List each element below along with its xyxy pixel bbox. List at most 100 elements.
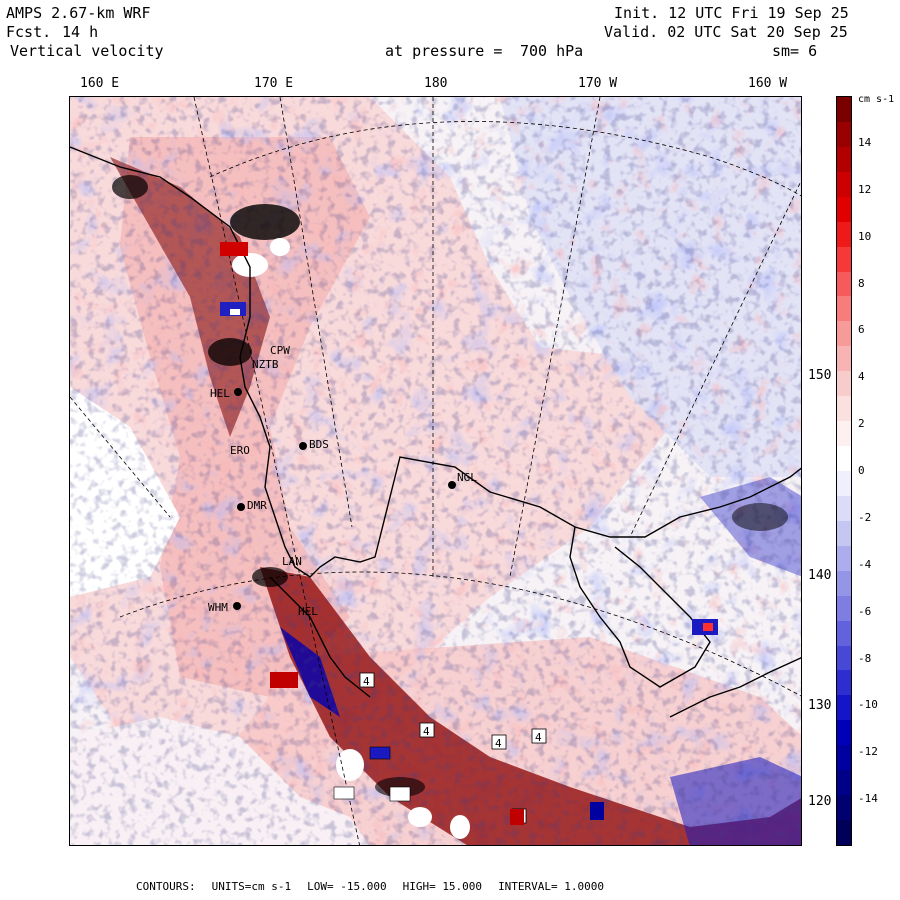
colorbar-segment: [837, 446, 851, 472]
colorbar-tick-label: -6: [858, 604, 872, 618]
contours-label: CONTOURS:: [136, 880, 196, 893]
station-nztb[interactable]: NZTB: [252, 358, 279, 371]
colorbar-segment: [837, 171, 851, 198]
station-lan-label[interactable]: LAN: [282, 555, 302, 568]
colorbar-segment: [837, 97, 851, 123]
station-whm-label[interactable]: WHM: [208, 601, 228, 614]
dense-contour-clusters: [112, 175, 788, 797]
meridian-170e: [193, 97, 360, 845]
colorbar-segment: [837, 795, 851, 821]
colorbar-segment: [837, 670, 851, 696]
colorbar-segment: [837, 221, 851, 248]
colorbar-tick-label: 8: [858, 276, 865, 290]
colorbar-segment: [837, 471, 851, 497]
contour-texture: [70, 97, 801, 845]
colorbar-segment: [837, 645, 851, 671]
colorbar-tick-label: 6: [858, 323, 865, 337]
meridian-175e: [279, 97, 353, 528]
model-title: AMPS 2.67-km WRF: [6, 4, 151, 22]
station-hel2-label[interactable]: HEL: [298, 605, 318, 618]
units-label: UNITS=cm s-1: [211, 880, 292, 893]
colorbar-segment: [837, 595, 851, 622]
station-ngl-dot[interactable]: [448, 481, 456, 489]
colorbar-tick-label: -2: [858, 510, 872, 524]
field-name: Vertical velocity: [10, 42, 164, 60]
pressure-label: at pressure =: [385, 42, 503, 60]
station-ngl-label[interactable]: NGL: [457, 471, 477, 484]
colorbar-segment: [837, 745, 851, 771]
color-bar: [836, 96, 852, 846]
coastline: [70, 146, 801, 718]
forecast-value: 14 h: [62, 23, 99, 41]
colorbar-segment: [837, 620, 851, 647]
contour-value-boxes: 4 4 4 4 4: [220, 242, 718, 825]
svg-text:4: 4: [495, 737, 502, 750]
colorbar-tick-label: 14: [858, 135, 872, 149]
interval-label: INTERVAL= 1.0000: [498, 880, 605, 893]
station-dmr-label[interactable]: DMR: [247, 499, 267, 512]
low-label: LOW= -15.000: [307, 880, 387, 893]
station-bds-label[interactable]: BDS: [309, 438, 329, 451]
vertical-velocity-field: 4 4 4 4 4: [70, 97, 801, 845]
colorbar-tick-label: 12: [858, 182, 872, 196]
station-whm-dot[interactable]: [233, 602, 241, 610]
meridian-160w: [629, 180, 801, 538]
colorbar-segment: [837, 720, 851, 746]
init-time: Init. 12 UTC Fri 19 Sep 25: [614, 4, 849, 22]
smoothing-label: sm= 6: [772, 42, 818, 60]
colorbar-segment: [837, 570, 851, 597]
colorbar-segment: [837, 495, 851, 522]
colorbar-segment: [837, 321, 851, 347]
svg-text:4: 4: [423, 725, 430, 738]
colorbar-segment: [837, 146, 851, 173]
colorbar-tick-label: -14: [858, 792, 878, 806]
lon-label-170w: 170 W: [578, 76, 618, 91]
colorbar-tick-label: -4: [858, 557, 872, 571]
colorbar-tick-label: -8: [858, 651, 872, 665]
colorbar-segment: [837, 770, 851, 796]
map-panel[interactable]: 4 4 4 4 4 CPW NZTB HEL BDS NGL: [69, 96, 802, 846]
lon-label-170e: 170 E: [254, 76, 294, 91]
colorbar-segment: [837, 820, 851, 846]
contour-info: CONTOURS: UNITS=cm s-1 LOW= -15.000 HIGH= 1…: [136, 880, 620, 893]
colorbar-tick-label: -10: [858, 698, 878, 712]
colorbar-segment: [837, 121, 851, 148]
station-ero-label[interactable]: ERO: [230, 444, 250, 457]
colorbar-segment: [837, 396, 851, 422]
colorbar-segment: [837, 421, 851, 447]
pressure-value: 700 hPa: [520, 42, 584, 60]
svg-text:4: 4: [363, 675, 370, 688]
station-bds-dot[interactable]: [299, 442, 307, 450]
parallel-south: [119, 571, 801, 697]
colorbar-units: cm s-1: [858, 94, 895, 105]
colorbar-tick-label: 10: [858, 229, 872, 243]
colorbar-segment: [837, 520, 851, 547]
meridian-west: [70, 396, 171, 518]
meridian-170w: [509, 97, 601, 578]
lon-label-160w: 160 W: [748, 76, 788, 91]
valid-time: Valid. 02 UTC Sat 20 Sep 25: [604, 23, 848, 41]
colorbar-tick-label: -12: [858, 745, 878, 759]
station-hel-dot[interactable]: [234, 388, 242, 396]
terrain-masks: [232, 238, 470, 839]
colorbar-segment: [837, 371, 851, 397]
station-hel-label[interactable]: HEL: [210, 387, 230, 400]
colorbar-tick-label: 0: [858, 464, 865, 477]
colorbar-segment: [837, 346, 851, 372]
station-dmr-dot[interactable]: [237, 503, 245, 511]
lon-label-160e: 160 E: [80, 76, 120, 91]
colorbar-segment: [837, 296, 851, 322]
colorbar-segment: [837, 545, 851, 572]
forecast-label: Fcst.: [6, 23, 52, 41]
colorbar-segment: [837, 246, 851, 273]
parallel-north: [209, 121, 801, 197]
graticule: [70, 97, 801, 845]
colorbar-segment: [837, 196, 851, 223]
lon-label-180: 180: [424, 76, 448, 91]
high-label: HIGH= 15.000: [402, 880, 483, 893]
colorbar-segment: [837, 271, 851, 297]
station-cpw[interactable]: CPW: [270, 344, 290, 357]
svg-text:4: 4: [535, 731, 542, 744]
colorbar-segment: [837, 695, 851, 721]
colorbar-tick-label: 4: [858, 370, 865, 384]
